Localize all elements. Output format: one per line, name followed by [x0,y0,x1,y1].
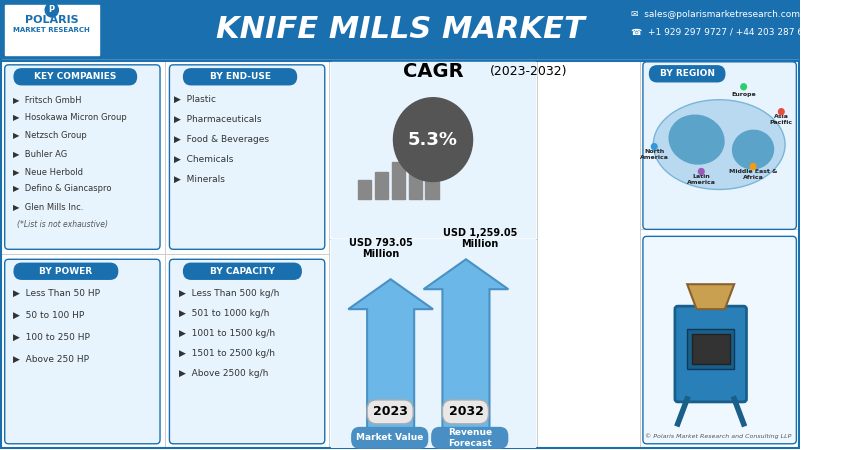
Text: ▶  Above 250 HP: ▶ Above 250 HP [14,355,89,364]
FancyBboxPatch shape [675,306,746,402]
FancyBboxPatch shape [442,400,489,424]
FancyBboxPatch shape [0,0,800,60]
FancyBboxPatch shape [392,162,405,199]
Text: BY REGION: BY REGION [660,69,715,78]
Text: © Polaris Market Research and Consulting LLP: © Polaris Market Research and Consulting… [645,433,791,439]
FancyBboxPatch shape [5,5,99,55]
Text: ▶  Chemicals: ▶ Chemicals [174,155,234,164]
FancyBboxPatch shape [367,400,413,424]
Text: ▶  Pharmaceuticals: ▶ Pharmaceuticals [174,115,262,124]
Text: ▶  1501 to 2500 kg/h: ▶ 1501 to 2500 kg/h [178,349,275,358]
FancyBboxPatch shape [0,60,800,449]
Text: ▶  Above 2500 kg/h: ▶ Above 2500 kg/h [178,369,269,378]
Text: ▶  1001 to 1500 kg/h: ▶ 1001 to 1500 kg/h [178,329,275,338]
FancyBboxPatch shape [649,66,725,82]
Text: ▶  50 to 100 HP: ▶ 50 to 100 HP [14,311,84,320]
FancyBboxPatch shape [687,329,734,369]
Text: ▶  Glen Mills Inc.: ▶ Glen Mills Inc. [14,202,83,211]
FancyBboxPatch shape [409,149,422,199]
FancyBboxPatch shape [351,427,428,449]
Text: CAGR: CAGR [403,62,463,81]
Text: ▶  Defino & Giancaspro: ▶ Defino & Giancaspro [14,184,111,194]
Text: 2023: 2023 [373,405,408,418]
Text: KEY COMPANIES: KEY COMPANIES [34,72,116,81]
Text: Middle East &
Africa: Middle East & Africa [728,169,777,180]
Text: MARKET RESEARCH: MARKET RESEARCH [14,27,90,33]
Text: USD 1,259.05
Million: USD 1,259.05 Million [443,228,518,249]
Text: P: P [48,5,55,14]
Text: ▶  Food & Beverages: ▶ Food & Beverages [174,135,269,144]
FancyBboxPatch shape [375,171,388,199]
FancyBboxPatch shape [169,259,325,444]
Text: ▶  501 to 1000 kg/h: ▶ 501 to 1000 kg/h [178,309,269,318]
Ellipse shape [654,100,785,189]
Text: ▶  Minerals: ▶ Minerals [174,175,225,184]
Text: North
America: North America [640,149,669,160]
Text: BY POWER: BY POWER [39,267,93,276]
Ellipse shape [732,130,774,170]
FancyBboxPatch shape [5,259,160,444]
FancyBboxPatch shape [358,180,371,199]
Polygon shape [423,259,508,434]
Text: ▶  Buhler AG: ▶ Buhler AG [14,148,67,157]
Ellipse shape [668,114,725,165]
Circle shape [699,169,704,175]
Text: ▶  Neue Herbold: ▶ Neue Herbold [14,166,83,176]
Text: (2023-2032): (2023-2032) [490,65,567,78]
Text: USD 793.05
Million: USD 793.05 Million [349,238,413,259]
Text: ▶  Fritsch GmbH: ▶ Fritsch GmbH [14,95,82,104]
Text: ▶  Hosokawa Micron Group: ▶ Hosokawa Micron Group [14,112,127,122]
Text: Asia
Pacific: Asia Pacific [770,114,793,125]
Text: ▶  100 to 250 HP: ▶ 100 to 250 HP [14,333,90,342]
Text: ☎  +1 929 297 9727 / +44 203 287 6050: ☎ +1 929 297 9727 / +44 203 287 6050 [631,27,820,36]
Polygon shape [348,279,433,434]
Circle shape [751,163,756,170]
Text: ▶  Netzsch Group: ▶ Netzsch Group [14,130,87,140]
Text: ▶  Less Than 50 HP: ▶ Less Than 50 HP [14,289,100,298]
FancyBboxPatch shape [692,334,729,364]
FancyBboxPatch shape [5,65,160,249]
Text: Market Value: Market Value [356,433,423,442]
Circle shape [779,109,784,115]
Text: POLARIS: POLARIS [25,15,78,25]
Circle shape [45,3,59,17]
FancyBboxPatch shape [431,427,508,449]
FancyBboxPatch shape [332,62,535,237]
FancyBboxPatch shape [14,69,137,85]
FancyBboxPatch shape [184,263,301,279]
Text: 5.3%: 5.3% [408,130,458,148]
FancyBboxPatch shape [332,239,535,447]
Text: ▶  Less Than 500 kg/h: ▶ Less Than 500 kg/h [178,289,280,298]
Text: Latin
America: Latin America [687,174,716,185]
Text: ▶  Plastic: ▶ Plastic [174,95,216,104]
Circle shape [651,144,657,149]
Text: BY CAPACITY: BY CAPACITY [210,267,275,276]
FancyBboxPatch shape [184,69,297,85]
Text: BY END-USE: BY END-USE [210,72,270,81]
FancyBboxPatch shape [643,62,796,230]
FancyBboxPatch shape [14,263,117,279]
Text: Europe: Europe [731,92,756,97]
FancyBboxPatch shape [169,65,325,249]
Text: (*List is not exhaustive): (*List is not exhaustive) [17,220,108,230]
Circle shape [741,84,746,90]
FancyBboxPatch shape [426,135,439,199]
Text: KNIFE MILLS MARKET: KNIFE MILLS MARKET [216,15,585,45]
Polygon shape [687,284,734,309]
Circle shape [394,98,473,181]
Text: ✉  sales@polarismarketresearch.com: ✉ sales@polarismarketresearch.com [631,10,800,19]
Text: 2032: 2032 [449,405,484,418]
Text: Revenue
Forecast: Revenue Forecast [448,428,492,447]
FancyBboxPatch shape [643,236,796,444]
